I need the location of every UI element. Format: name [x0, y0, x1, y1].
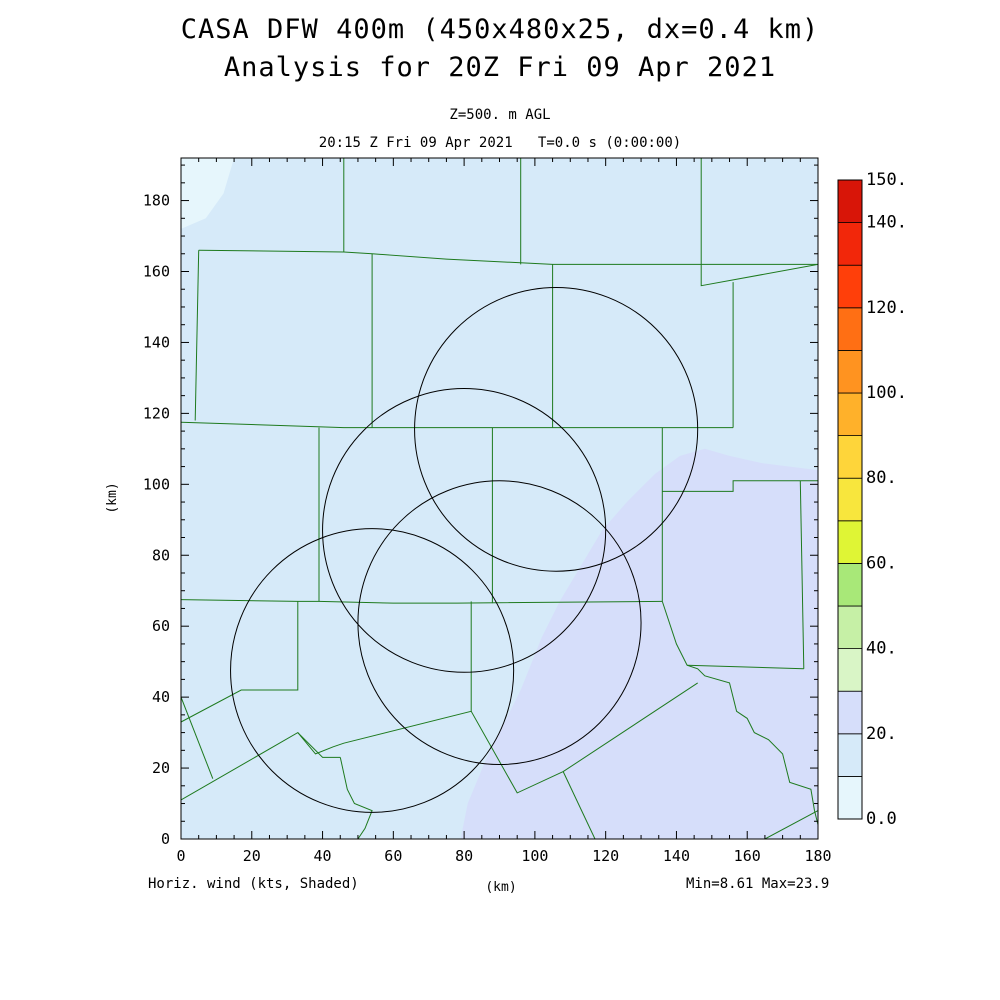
colorbar-swatch — [837, 648, 863, 692]
y-axis-label: (km) — [105, 482, 120, 513]
x-axis-label: (km) — [485, 880, 516, 895]
colorbar-tick-label: 120. — [866, 298, 907, 318]
x-tick-label: 40 — [314, 847, 332, 865]
radar-ring — [414, 286, 699, 572]
y-tick-label: 20 — [152, 759, 170, 777]
colorbar-swatch — [837, 690, 863, 735]
x-tick-label: 120 — [592, 847, 619, 865]
colorbar-swatch — [837, 733, 863, 777]
x-tick-label: 20 — [243, 847, 261, 865]
county-line — [661, 601, 818, 825]
colorbar-swatch — [837, 605, 863, 649]
y-tick-label: 100 — [143, 475, 170, 493]
radar-ring — [230, 528, 515, 813]
y-tick-label: 120 — [143, 404, 170, 422]
wind-region — [181, 158, 235, 229]
colorbar-frame — [837, 179, 863, 820]
colorbar-tick-label: 100. — [866, 383, 907, 403]
county-line — [687, 664, 804, 670]
county-line — [181, 601, 299, 723]
colorbar-swatch — [837, 776, 863, 820]
county-line — [181, 696, 214, 779]
county-line — [764, 810, 818, 839]
y-tick-label: 180 — [143, 192, 170, 210]
county-line — [799, 480, 805, 669]
chart-subtitle: Analysis for 20Z Fri 09 Apr 2021 — [223, 52, 777, 83]
county-line — [662, 480, 818, 492]
x-axis: 0 20 40 60 80 100 120 140 160 180 — [176, 158, 832, 865]
colorbar-swatch — [837, 563, 863, 607]
colorbar-tick-label: 140. — [866, 213, 907, 233]
county-boundaries — [181, 158, 818, 839]
colorbar-swatch — [837, 477, 863, 522]
colorbar-tick-label: 20. — [866, 724, 897, 744]
colorbar-swatch — [837, 520, 863, 564]
x-tick-label: 180 — [804, 847, 831, 865]
colorbar-swatch — [837, 222, 863, 266]
chart-title: CASA DFW 400m (450x480x25, dx=0.4 km) — [180, 14, 820, 45]
y-tick-label: 80 — [152, 546, 170, 564]
x-tick-label: 0 — [176, 847, 185, 865]
x-tick-label: 140 — [663, 847, 690, 865]
colorbar-tick-label: 0.0 — [866, 809, 897, 829]
x-tick-label: 80 — [455, 847, 473, 865]
colorbar-tick-label: 60. — [866, 553, 897, 573]
time-label: 20:15 Z Fri 09 Apr 2021 T=0.0 s (0:00:00… — [318, 135, 682, 151]
y-tick-label: 160 — [143, 263, 170, 281]
county-line — [181, 599, 663, 604]
field-label: Horiz. wind (kts, Shaded) — [148, 876, 359, 892]
radar-ring — [322, 388, 607, 673]
y-tick-label: 40 — [152, 688, 170, 706]
county-line — [339, 757, 373, 839]
colorbar-swatch — [837, 179, 863, 223]
x-tick-label: 160 — [734, 847, 761, 865]
level-label: Z=500. m AGL — [449, 107, 551, 123]
colorbar-swatch — [837, 307, 863, 351]
x-tick-label: 100 — [521, 847, 548, 865]
county-line — [562, 771, 596, 839]
county-line — [700, 158, 818, 287]
colorbar-tick-label: 80. — [866, 468, 897, 488]
y-tick-label: 140 — [143, 333, 170, 351]
radar-ring — [357, 480, 642, 766]
colorbar: 0.0 20. 40. 60. 80. 100. 120. 140. 150. — [837, 170, 907, 829]
county-line — [297, 682, 698, 794]
colorbar-swatch — [837, 392, 863, 436]
colorbar-tick-label: 150. — [866, 170, 907, 190]
colorbar-swatch — [837, 349, 863, 394]
y-tick-label: 60 — [152, 617, 170, 635]
colorbar-swatch — [837, 264, 863, 309]
y-axis: 0 20 40 60 80 100 120 140 160 180 — [143, 164, 818, 848]
radar-range-rings — [230, 286, 699, 813]
colorbar-swatch — [837, 435, 863, 479]
x-tick-label: 60 — [384, 847, 402, 865]
county-line — [181, 731, 341, 801]
min-max-label: Min=8.61 Max=23.9 — [686, 876, 830, 892]
county-line — [194, 250, 200, 421]
colorbar-tick-label: 40. — [866, 639, 897, 659]
y-tick-label: 0 — [161, 830, 170, 848]
